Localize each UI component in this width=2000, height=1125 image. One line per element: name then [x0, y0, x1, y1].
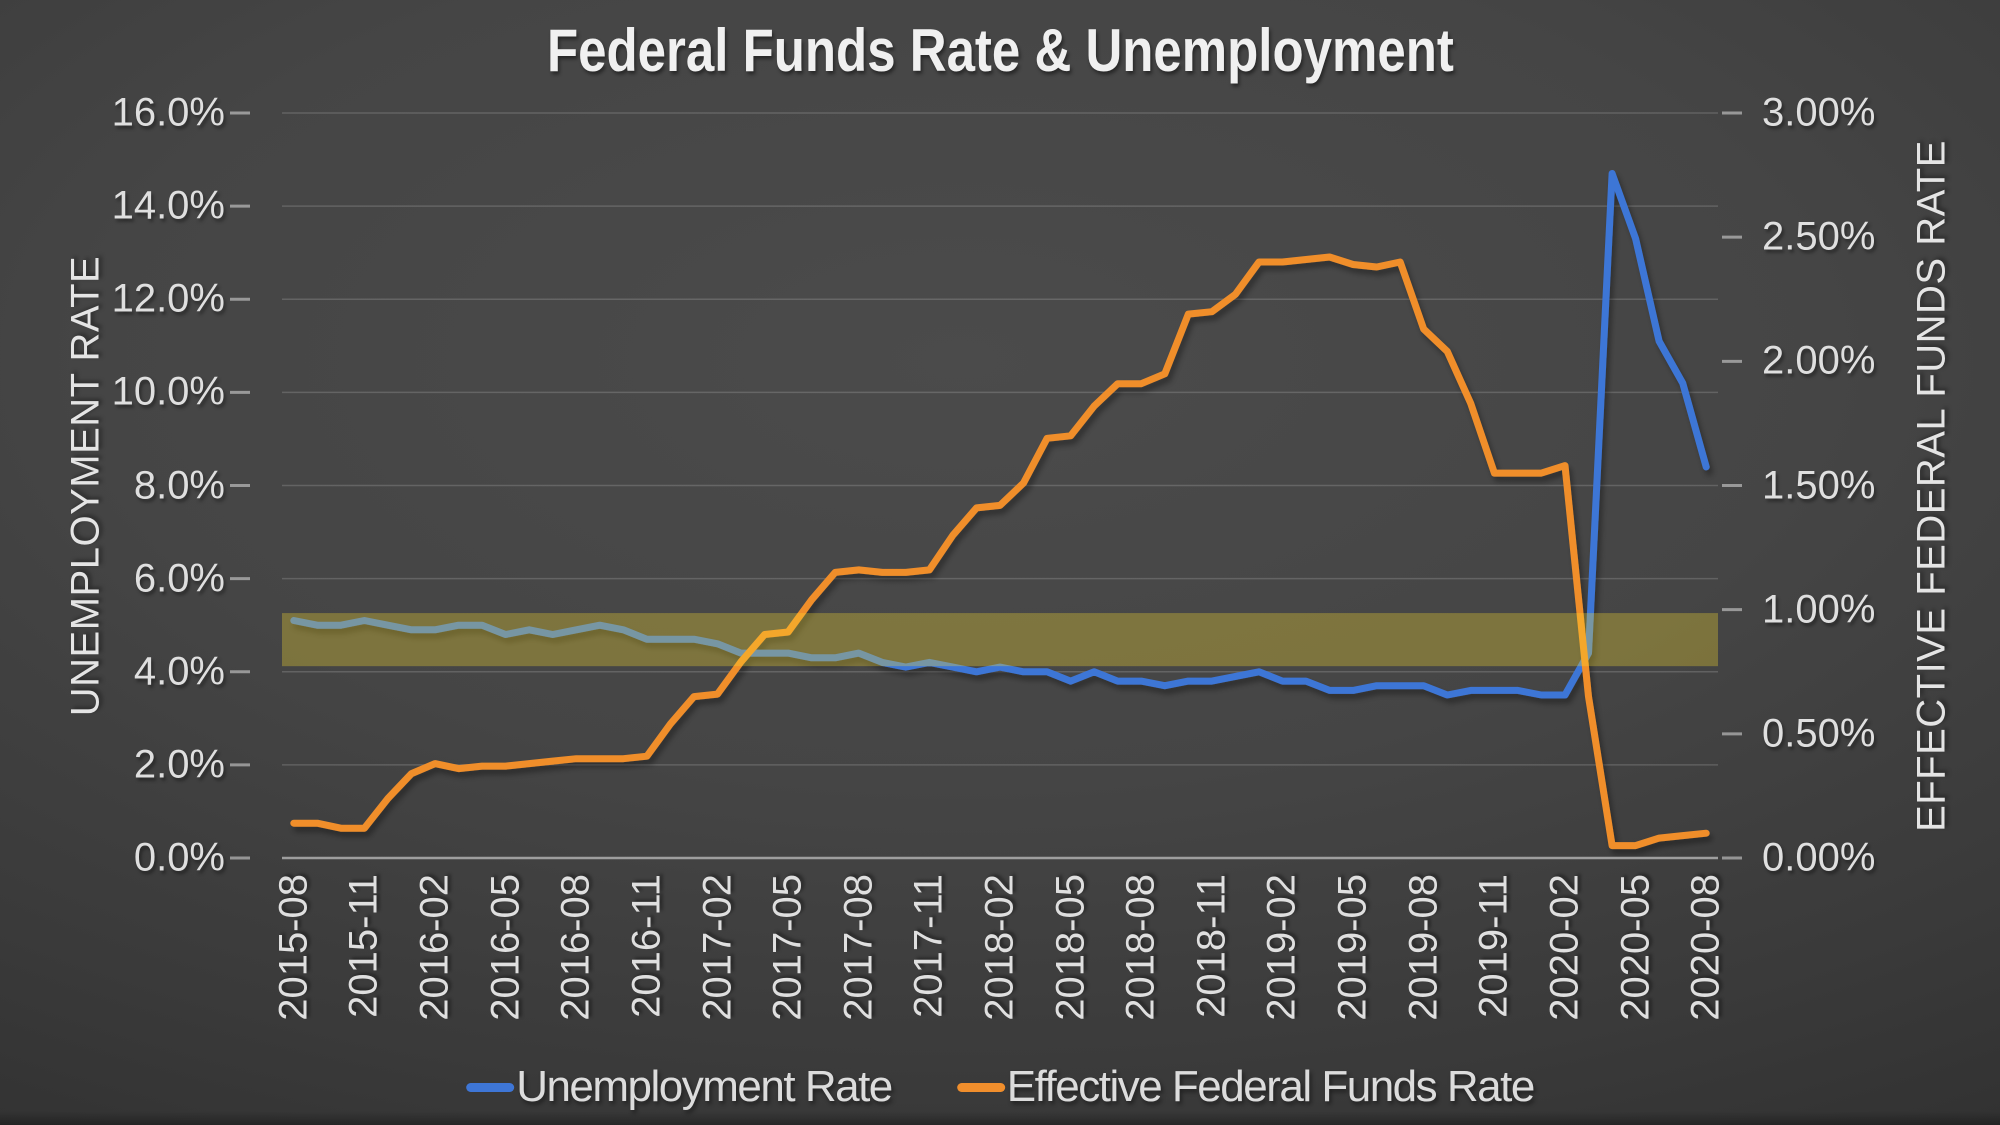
x-axis-tick-label: 2018-11	[1189, 874, 1234, 1018]
right-axis-tick-label: 2.50%	[1762, 214, 1876, 259]
bottom-edge-vignette	[0, 1111, 2000, 1125]
x-axis-tick-label: 2019-05	[1330, 874, 1375, 1021]
x-axis-tick-label: 2017-05	[765, 874, 810, 1021]
x-axis-tick-label: 2018-08	[1118, 874, 1163, 1021]
right-axis-title: EFFECTIVE FEDERAL FUNDS RATE	[1909, 140, 1954, 832]
right-axis-tick-label: 1.50%	[1762, 463, 1876, 507]
x-axis-tick-label: 2017-02	[695, 874, 739, 1021]
chart-legend: Unemployment Rate Effective Federal Fund…	[466, 1062, 1536, 1112]
x-axis-tick-label: 2015-08	[271, 874, 316, 1021]
right-axis-tick-label: 1.00%	[1762, 587, 1876, 632]
right-axis-tick-label: 0.00%	[1762, 835, 1876, 880]
left-axis-tick-label: 2.0%	[133, 742, 225, 787]
axis-tick-marks	[230, 111, 1742, 860]
legend-item-effr: Effective Federal Funds Rate	[956, 1062, 1536, 1112]
x-axis-tick-label: 2016-05	[483, 874, 528, 1021]
legend-label-unemployment: Unemployment Rate	[516, 1062, 893, 1111]
x-axis-tick-label: 2020-08	[1683, 874, 1728, 1021]
x-axis-tick-label: 2016-02	[412, 874, 457, 1021]
left-axis-tick-label: 12.0%	[111, 276, 225, 321]
x-axis-tick-label: 2019-02	[1259, 874, 1304, 1021]
left-axis-tick-label: 6.0%	[133, 556, 225, 601]
left-axis-tick-label: 0.0%	[133, 835, 225, 880]
x-axis-tick-label: 2020-02	[1542, 874, 1587, 1021]
chart-title-text: Federal Funds Rate & Unemployment	[546, 17, 1454, 84]
x-axis-tick-label: 2019-08	[1401, 874, 1446, 1021]
left-axis-tick-label: 10.0%	[111, 369, 225, 414]
series-line-unemployment-rate	[290, 170, 1710, 699]
series-line-effective-federal-funds-rate	[290, 253, 1710, 850]
x-axis-tick-label: 2016-11	[624, 874, 669, 1018]
x-axis-tick-label: 2018-05	[1048, 874, 1093, 1021]
x-axis-tick-label: 2015-11	[341, 874, 386, 1018]
x-axis-tick-label: 2016-08	[553, 874, 598, 1021]
left-axis-tick-label: 14.0%	[111, 183, 225, 228]
gridlines	[282, 112, 1718, 766]
chart-title: Federal Funds Rate & Unemployment	[0, 16, 2000, 85]
left-axis-tick-label: 16.0%	[111, 90, 225, 135]
right-axis-tick-label: 2.00%	[1762, 338, 1876, 383]
highlight-band	[282, 613, 1718, 667]
x-axis-tick-label: 2017-11	[906, 874, 951, 1018]
x-axis-tick-label: 2017-08	[836, 874, 881, 1021]
left-axis-tick-label: 8.0%	[133, 463, 225, 507]
right-axis-tick-label: 0.50%	[1762, 711, 1876, 756]
legend-item-unemployment: Unemployment Rate	[466, 1062, 893, 1112]
series-lines	[290, 170, 1710, 850]
x-axis-tick-label: 2020-05	[1613, 874, 1658, 1021]
right-axis-tick-label: 3.00%	[1762, 90, 1876, 135]
highlight-band-group	[282, 613, 1718, 667]
legend-swatch-unemployment	[466, 1082, 515, 1092]
x-axis-tick-label: 2019-11	[1471, 874, 1516, 1018]
legend-swatch-effr	[956, 1082, 1005, 1092]
legend-label-effr: Effective Federal Funds Rate	[1006, 1062, 1536, 1111]
x-axis-tick-label: 2018-02	[977, 874, 1022, 1021]
left-axis-tick-label: 4.0%	[133, 649, 225, 694]
